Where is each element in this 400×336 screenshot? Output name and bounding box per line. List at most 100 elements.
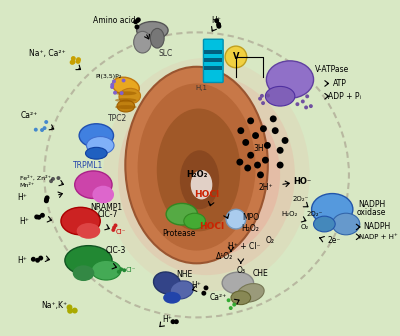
Ellipse shape [119,88,140,104]
Text: H⁺: H⁺ [192,282,202,290]
Ellipse shape [125,67,268,263]
Circle shape [72,307,78,313]
Circle shape [229,306,233,310]
FancyBboxPatch shape [204,66,222,70]
Text: NADPH: NADPH [363,222,390,232]
Circle shape [260,125,267,132]
Circle shape [34,214,39,219]
Circle shape [309,104,313,108]
Text: SLC: SLC [158,49,172,58]
Ellipse shape [92,186,114,203]
Circle shape [56,176,60,180]
Circle shape [304,106,308,110]
Circle shape [227,298,230,302]
Text: H⁺: H⁺ [18,193,28,202]
Circle shape [136,17,141,22]
Circle shape [272,127,279,134]
Circle shape [254,162,261,168]
Ellipse shape [73,265,94,281]
Circle shape [305,94,309,98]
Ellipse shape [86,136,114,154]
Circle shape [34,128,38,132]
Circle shape [38,256,43,260]
Circle shape [226,209,246,229]
Ellipse shape [112,77,139,96]
Text: TPC2: TPC2 [108,114,128,123]
Text: 2O₂⁻: 2O₂⁻ [292,197,309,203]
Circle shape [44,197,49,202]
Ellipse shape [312,194,353,225]
Text: H⁺: H⁺ [18,256,28,265]
Circle shape [261,101,265,105]
Ellipse shape [163,292,181,304]
Circle shape [133,19,138,24]
Ellipse shape [92,260,121,280]
Circle shape [120,91,124,95]
Circle shape [51,177,55,181]
Text: O₃: O₃ [236,266,245,275]
Text: O₂: O₂ [266,236,275,245]
Circle shape [266,93,270,97]
Circle shape [262,157,269,164]
Circle shape [282,137,288,144]
Circle shape [70,59,76,65]
Ellipse shape [103,58,310,292]
Text: HOCl: HOCl [199,222,224,232]
Text: Ca²⁺: Ca²⁺ [21,112,38,120]
Circle shape [76,57,81,62]
Text: MPO: MPO [242,213,259,222]
Text: 2O₂⁻: 2O₂⁻ [306,211,323,217]
Text: H,1: H,1 [196,85,208,91]
Circle shape [258,97,262,101]
Ellipse shape [61,207,100,235]
Text: H⁺: H⁺ [162,315,172,324]
Text: V: V [233,52,239,61]
Circle shape [257,171,264,178]
Text: H₂O₂: H₂O₂ [242,224,260,234]
Circle shape [201,291,206,296]
Circle shape [35,258,40,263]
Text: NADPH: NADPH [358,200,385,209]
Circle shape [296,102,299,106]
Circle shape [44,120,48,124]
Text: NRAMP1: NRAMP1 [90,203,122,212]
Ellipse shape [138,83,256,251]
Ellipse shape [133,91,280,258]
Ellipse shape [170,281,194,299]
Circle shape [112,79,116,83]
Ellipse shape [265,86,295,106]
Circle shape [31,257,36,262]
FancyBboxPatch shape [204,58,222,62]
Ellipse shape [154,272,181,294]
Circle shape [247,152,254,159]
Circle shape [67,308,73,314]
Circle shape [119,267,123,271]
FancyBboxPatch shape [204,39,223,82]
Circle shape [70,60,74,65]
Circle shape [236,159,243,166]
Circle shape [45,195,50,200]
Ellipse shape [332,213,360,235]
Circle shape [247,117,254,124]
Circle shape [214,18,219,23]
Circle shape [40,213,45,218]
Text: Cl⁻: Cl⁻ [116,229,126,235]
Text: ADP + Pᵢ: ADP + Pᵢ [328,92,360,101]
Text: ClC-3: ClC-3 [106,246,126,255]
Text: 2H⁺: 2H⁺ [258,183,273,192]
Circle shape [216,24,221,29]
Circle shape [117,270,121,274]
Circle shape [242,139,249,146]
Text: ATP: ATP [333,79,347,88]
Text: 2e⁻: 2e⁻ [328,236,341,245]
Circle shape [237,127,244,134]
Circle shape [66,304,72,310]
Text: H⁺: H⁺ [211,16,221,25]
Circle shape [36,215,41,220]
Circle shape [277,162,284,168]
Text: H⁺ + Cl⁻: H⁺ + Cl⁻ [228,242,260,251]
Text: oxidase: oxidase [357,208,386,217]
Ellipse shape [231,291,251,305]
Ellipse shape [148,108,265,242]
Text: NHE: NHE [177,270,193,279]
